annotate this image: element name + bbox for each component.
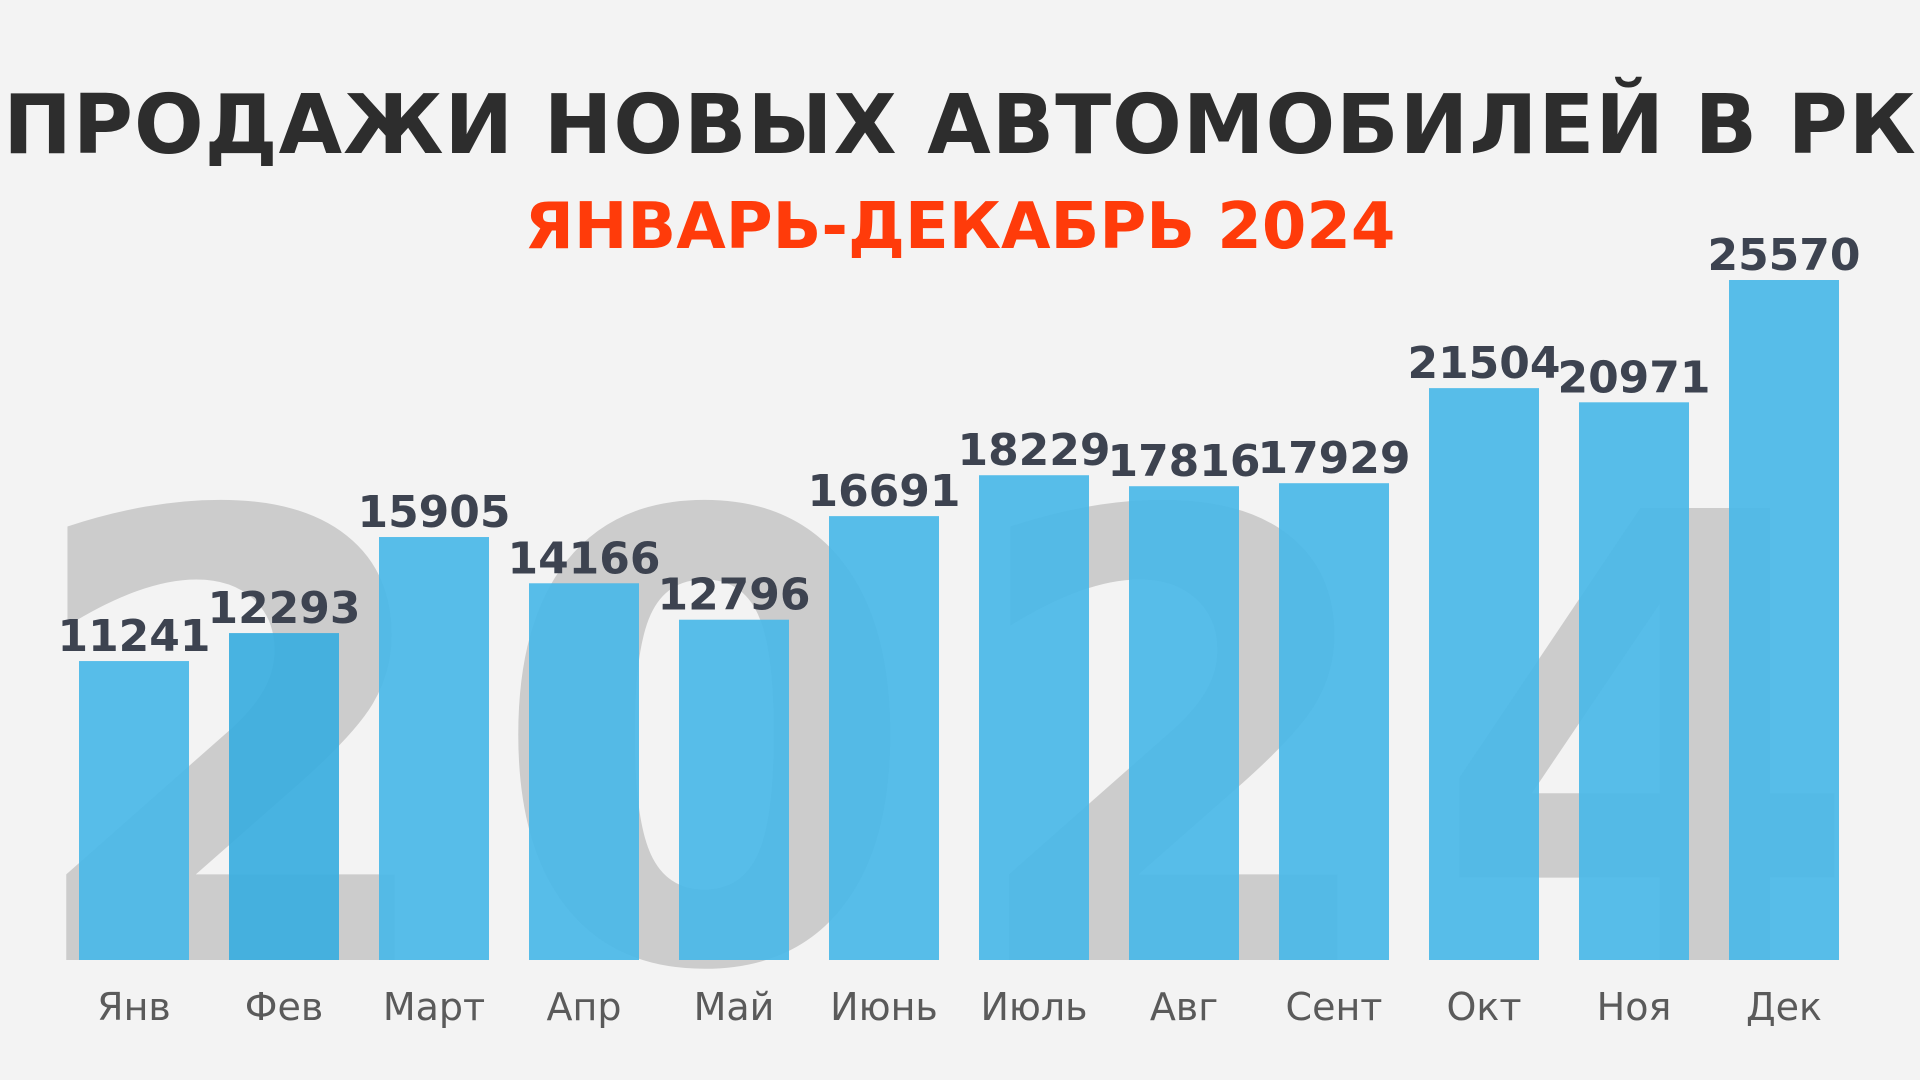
category-label: Июль xyxy=(980,985,1087,1029)
bar-Фев xyxy=(229,633,339,960)
category-label: Июнь xyxy=(830,985,938,1029)
value-label: 21504 xyxy=(1407,338,1560,389)
value-label: 14166 xyxy=(507,533,660,584)
bar-Янв xyxy=(79,661,189,960)
category-label: Сент xyxy=(1286,985,1383,1029)
value-label: 18229 xyxy=(957,425,1110,476)
category-label: Март xyxy=(383,985,485,1029)
chart-title: ПРОДАЖИ НОВЫХ АВТОМОБИЛЕЙ В РК xyxy=(3,78,1917,173)
bar-Июль xyxy=(979,475,1089,960)
bar-Июнь xyxy=(829,516,939,960)
category-label: Ноя xyxy=(1597,985,1672,1029)
bar-Апр xyxy=(529,583,639,960)
category-labels-group: Янв Фев Март Апр Май Июнь Июль Авг Сент Окт Ноя Дек xyxy=(97,985,1822,1029)
bar-Окт xyxy=(1429,388,1539,960)
chart-subtitle: ЯНВАРЬ-ДЕКАБРЬ 2024 xyxy=(524,190,1396,264)
value-label: 15905 xyxy=(357,487,510,538)
bar-Сент xyxy=(1279,483,1389,960)
category-label: Янв xyxy=(97,985,171,1029)
category-label: Дек xyxy=(1746,985,1822,1029)
value-label: 11241 xyxy=(57,611,210,662)
value-label: 17929 xyxy=(1257,433,1410,484)
category-label: Окт xyxy=(1447,985,1522,1029)
value-label: 16691 xyxy=(807,466,960,517)
bar-Авг xyxy=(1129,486,1239,960)
value-label: 12796 xyxy=(657,570,810,621)
bar-Май xyxy=(679,619,789,960)
category-label: Авг xyxy=(1150,985,1218,1029)
bars-group xyxy=(79,280,1839,960)
category-label: Фев xyxy=(245,985,324,1029)
bar-Ноя xyxy=(1579,402,1689,960)
bar-Дек xyxy=(1729,280,1839,960)
category-label: Апр xyxy=(547,985,622,1029)
value-label: 20971 xyxy=(1557,352,1710,403)
bar-Март xyxy=(379,537,489,960)
value-label: 17816 xyxy=(1107,436,1260,487)
category-label: Май xyxy=(694,985,775,1029)
value-label: 12293 xyxy=(207,583,360,634)
value-label: 25570 xyxy=(1707,230,1860,281)
